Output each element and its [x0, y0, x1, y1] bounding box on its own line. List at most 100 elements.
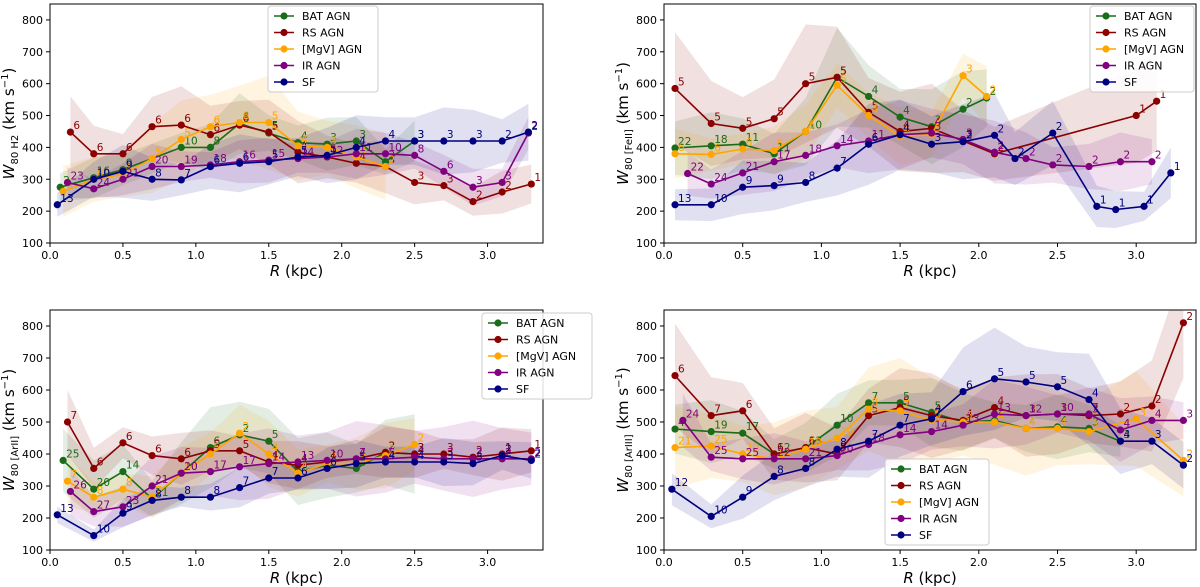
data-point: [1179, 461, 1188, 469]
legend-entry: SF: [302, 76, 315, 89]
legend-marker: [897, 531, 905, 539]
x-tick-label: 0.0: [41, 556, 59, 569]
sample-size-label: 5: [388, 447, 395, 459]
sample-size-label: 1: [1119, 198, 1126, 210]
y-axis-label-unit: (km s: [0, 88, 18, 135]
data-point: [1132, 415, 1140, 423]
legend-entry: IR AGN: [302, 60, 340, 73]
data-point: [90, 175, 98, 183]
sample-size-label: 6: [213, 155, 220, 167]
y-axis-label-symbol: W: [614, 477, 632, 493]
sample-size-label: 2: [505, 180, 512, 192]
sample-size-label: 14: [903, 423, 917, 435]
sample-size-label: 6: [447, 159, 454, 171]
data-point: [927, 428, 936, 436]
sample-size-label: 10: [1060, 402, 1073, 414]
legend-marker: [1102, 12, 1110, 20]
y-axis-label-close: ): [0, 68, 18, 74]
y-axis-label-symbol: W: [614, 169, 632, 185]
x-axis-label: R (kpc): [270, 262, 323, 280]
sample-size-label: 4: [1029, 416, 1036, 428]
sample-size-label: 2: [1018, 147, 1025, 159]
data-point: [177, 135, 185, 144]
sample-size-label: 4: [1155, 408, 1162, 420]
y-tick-label: 100: [636, 237, 657, 250]
data-point: [865, 92, 873, 101]
sample-size-label: 6: [243, 111, 250, 123]
data-point: [739, 407, 747, 415]
sample-size-label: 3: [935, 115, 942, 127]
sample-size-label: 3: [418, 129, 425, 141]
sample-size-label: 3: [935, 121, 942, 133]
data-point: [469, 183, 477, 191]
data-point: [684, 169, 692, 178]
sample-size-label: 23: [126, 495, 139, 507]
data-point: [294, 153, 302, 161]
plot-area: 4191712131075554443367666555444333222212…: [668, 310, 1193, 529]
sample-size-label: 11: [872, 129, 885, 141]
data-point: [411, 458, 419, 466]
y-tick-label: 300: [636, 173, 657, 186]
y-tick-label: 400: [636, 141, 657, 154]
sample-size-label: 5: [359, 452, 366, 464]
legend-entry: RS AGN: [919, 480, 961, 493]
data-point: [411, 440, 419, 448]
sample-size-label: 10: [388, 142, 401, 154]
sample-size-label: 8: [155, 488, 162, 500]
legend-box: [1089, 5, 1195, 93]
sample-size-label: 4: [935, 404, 942, 416]
sample-size-label: 5: [935, 400, 942, 412]
data-point: [739, 429, 747, 437]
sample-size-label: 14: [935, 420, 949, 432]
sample-size-label: 2: [1092, 155, 1099, 167]
x-axis-label-unit: (kpc): [914, 262, 957, 280]
sample-size-label: 8: [184, 485, 191, 497]
data-point: [833, 164, 841, 172]
sample-size-label: 5: [184, 127, 191, 139]
sample-size-label: 3: [359, 129, 366, 141]
y-axis-label: W80 [ArII] (km s−1): [0, 369, 21, 492]
sample-size-label: 3: [359, 452, 366, 464]
data-point: [352, 150, 360, 158]
legend-marker: [280, 61, 288, 70]
sample-size-label: 6: [678, 364, 685, 376]
data-point: [411, 178, 419, 187]
data-point: [1148, 437, 1156, 445]
sample-size-label: 3: [447, 442, 454, 454]
sample-size-label: 1: [534, 439, 541, 451]
sample-size-label: 2: [476, 190, 483, 202]
sample-size-label: 6: [213, 123, 220, 135]
sample-size-label: 4: [1060, 415, 1067, 427]
sample-size-label: 2: [388, 444, 395, 456]
sample-size-label: 21: [155, 474, 168, 486]
uncertainty-band-1: [675, 310, 1184, 483]
sample-size-label: 4: [998, 410, 1005, 422]
data-point: [1053, 383, 1062, 391]
sample-size-label: 19: [184, 155, 197, 167]
data-point: [381, 162, 390, 171]
x-tick-label: 0.0: [655, 556, 673, 569]
data-point: [739, 183, 747, 191]
data-point: [1022, 412, 1030, 420]
sample-size-label: 11: [777, 142, 790, 154]
data-point: [679, 416, 687, 424]
sample-size-label: 8: [809, 456, 816, 468]
sample-size-label: 11: [155, 487, 168, 499]
axes-frame: [663, 309, 1197, 551]
data-point: [236, 159, 244, 167]
x-tick-label: 2.0: [333, 249, 351, 262]
sample-size-label: 5: [272, 150, 279, 162]
sample-size-label: 3: [1123, 429, 1130, 441]
sample-size-label: 7: [184, 168, 191, 180]
data-point: [524, 128, 533, 136]
sample-size-label: 2: [1123, 402, 1130, 414]
sample-size-label: 25: [714, 445, 727, 457]
sample-size-label: 10: [184, 135, 197, 147]
data-point: [90, 508, 98, 516]
sample-size-label: 5: [1060, 375, 1067, 387]
sample-size-label: 2: [1056, 121, 1063, 133]
y-tick-label: 700: [636, 46, 657, 59]
legend-entry: [MgV] AGN: [919, 496, 979, 509]
y-tick-label: 300: [636, 480, 657, 493]
